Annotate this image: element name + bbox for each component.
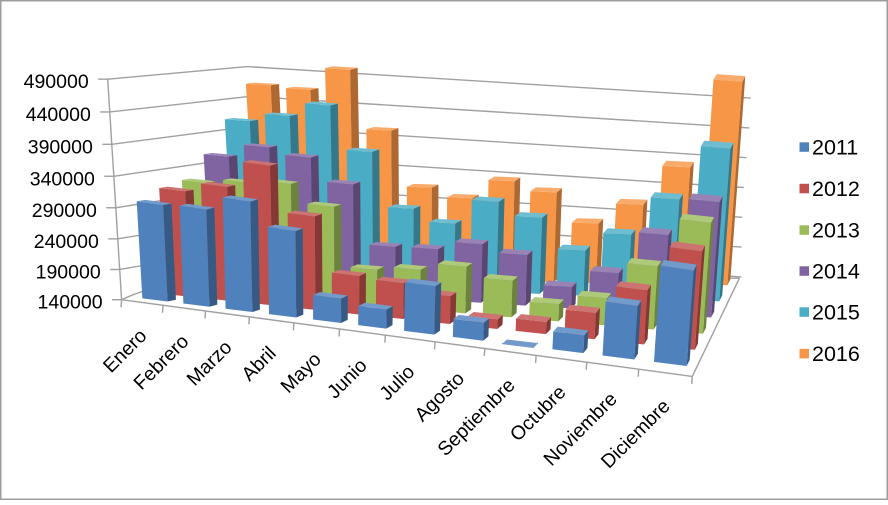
svg-text:2013: 2013 [812,219,860,243]
svg-text:240000: 240000 [34,231,99,253]
svg-text:290000: 290000 [32,200,97,222]
svg-text:440000: 440000 [26,104,91,126]
svg-text:2014: 2014 [812,260,860,284]
svg-text:190000: 190000 [36,262,101,284]
svg-text:2011: 2011 [812,136,858,160]
svg-text:2015: 2015 [812,301,860,325]
svg-text:490000: 490000 [24,71,89,93]
svg-text:390000: 390000 [28,136,93,158]
svg-text:140000: 140000 [38,292,103,314]
svg-text:2016: 2016 [812,342,860,366]
svg-text:340000: 340000 [30,168,95,190]
svg-text:2012: 2012 [812,177,860,201]
